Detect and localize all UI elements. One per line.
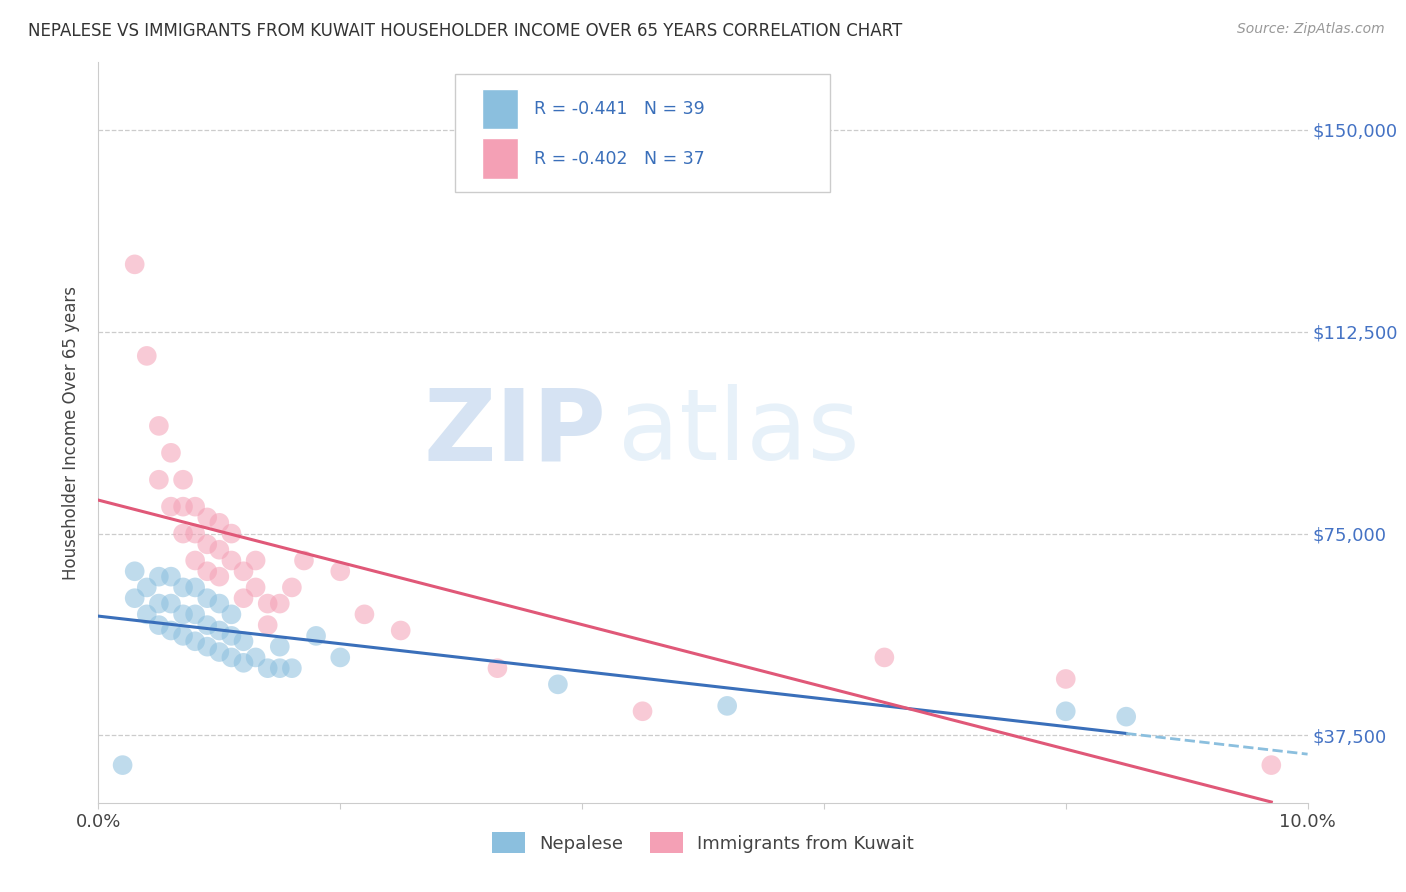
Point bbox=[184, 526, 207, 541]
Point bbox=[232, 656, 254, 670]
Point bbox=[160, 597, 183, 611]
Point bbox=[873, 650, 896, 665]
Point bbox=[208, 624, 231, 638]
Point bbox=[1054, 704, 1077, 718]
Point bbox=[184, 581, 207, 595]
Point bbox=[221, 553, 243, 567]
Point bbox=[160, 624, 183, 638]
Text: atlas: atlas bbox=[619, 384, 860, 481]
Point bbox=[172, 629, 194, 643]
Point bbox=[148, 418, 170, 433]
Point bbox=[1260, 758, 1282, 772]
Point bbox=[124, 591, 146, 606]
FancyBboxPatch shape bbox=[482, 88, 517, 129]
Point bbox=[1115, 709, 1137, 723]
Point bbox=[292, 553, 315, 567]
Point bbox=[172, 581, 194, 595]
Point bbox=[148, 473, 170, 487]
Point bbox=[631, 704, 654, 718]
Point bbox=[148, 597, 170, 611]
Point bbox=[111, 758, 134, 772]
Text: R = -0.441   N = 39: R = -0.441 N = 39 bbox=[534, 100, 704, 118]
Point bbox=[160, 500, 183, 514]
Point bbox=[256, 661, 278, 675]
Point bbox=[245, 581, 267, 595]
Text: Source: ZipAtlas.com: Source: ZipAtlas.com bbox=[1237, 22, 1385, 37]
Point bbox=[184, 500, 207, 514]
Point bbox=[245, 553, 267, 567]
Point bbox=[208, 645, 231, 659]
FancyBboxPatch shape bbox=[456, 73, 830, 192]
Point bbox=[547, 677, 569, 691]
Point bbox=[208, 516, 231, 530]
Point bbox=[148, 618, 170, 632]
Point bbox=[195, 640, 218, 654]
Point bbox=[256, 597, 278, 611]
Point bbox=[245, 650, 267, 665]
Point bbox=[184, 553, 207, 567]
Point bbox=[172, 526, 194, 541]
Y-axis label: Householder Income Over 65 years: Householder Income Over 65 years bbox=[62, 285, 80, 580]
Point bbox=[208, 542, 231, 557]
Point bbox=[305, 629, 328, 643]
Point bbox=[172, 607, 194, 622]
Point bbox=[221, 526, 243, 541]
Point bbox=[329, 564, 352, 578]
Point bbox=[172, 473, 194, 487]
Point bbox=[329, 650, 352, 665]
Point bbox=[160, 446, 183, 460]
Point bbox=[256, 618, 278, 632]
Point bbox=[195, 618, 218, 632]
Point bbox=[232, 591, 254, 606]
Point bbox=[208, 569, 231, 583]
FancyBboxPatch shape bbox=[482, 138, 517, 179]
Point bbox=[486, 661, 509, 675]
Point bbox=[135, 349, 157, 363]
Point bbox=[160, 569, 183, 583]
Point bbox=[148, 569, 170, 583]
Text: NEPALESE VS IMMIGRANTS FROM KUWAIT HOUSEHOLDER INCOME OVER 65 YEARS CORRELATION : NEPALESE VS IMMIGRANTS FROM KUWAIT HOUSE… bbox=[28, 22, 903, 40]
Point bbox=[208, 597, 231, 611]
Point bbox=[1054, 672, 1077, 686]
Point bbox=[281, 581, 304, 595]
Point bbox=[195, 564, 218, 578]
Text: ZIP: ZIP bbox=[423, 384, 606, 481]
Point bbox=[353, 607, 375, 622]
Legend: Nepalese, Immigrants from Kuwait: Nepalese, Immigrants from Kuwait bbox=[485, 825, 921, 861]
Point bbox=[269, 640, 291, 654]
Point bbox=[195, 537, 218, 551]
Point bbox=[135, 581, 157, 595]
Point bbox=[135, 607, 157, 622]
Point bbox=[124, 564, 146, 578]
Point bbox=[195, 510, 218, 524]
Point bbox=[716, 698, 738, 713]
Point bbox=[195, 591, 218, 606]
Point bbox=[281, 661, 304, 675]
Point bbox=[184, 607, 207, 622]
Point bbox=[269, 661, 291, 675]
Point bbox=[221, 650, 243, 665]
Point bbox=[389, 624, 412, 638]
Point bbox=[172, 500, 194, 514]
Point bbox=[232, 564, 254, 578]
Point bbox=[221, 607, 243, 622]
Point bbox=[269, 597, 291, 611]
Point bbox=[184, 634, 207, 648]
Point bbox=[221, 629, 243, 643]
Text: R = -0.402   N = 37: R = -0.402 N = 37 bbox=[534, 150, 704, 168]
Point bbox=[232, 634, 254, 648]
Point bbox=[124, 257, 146, 271]
